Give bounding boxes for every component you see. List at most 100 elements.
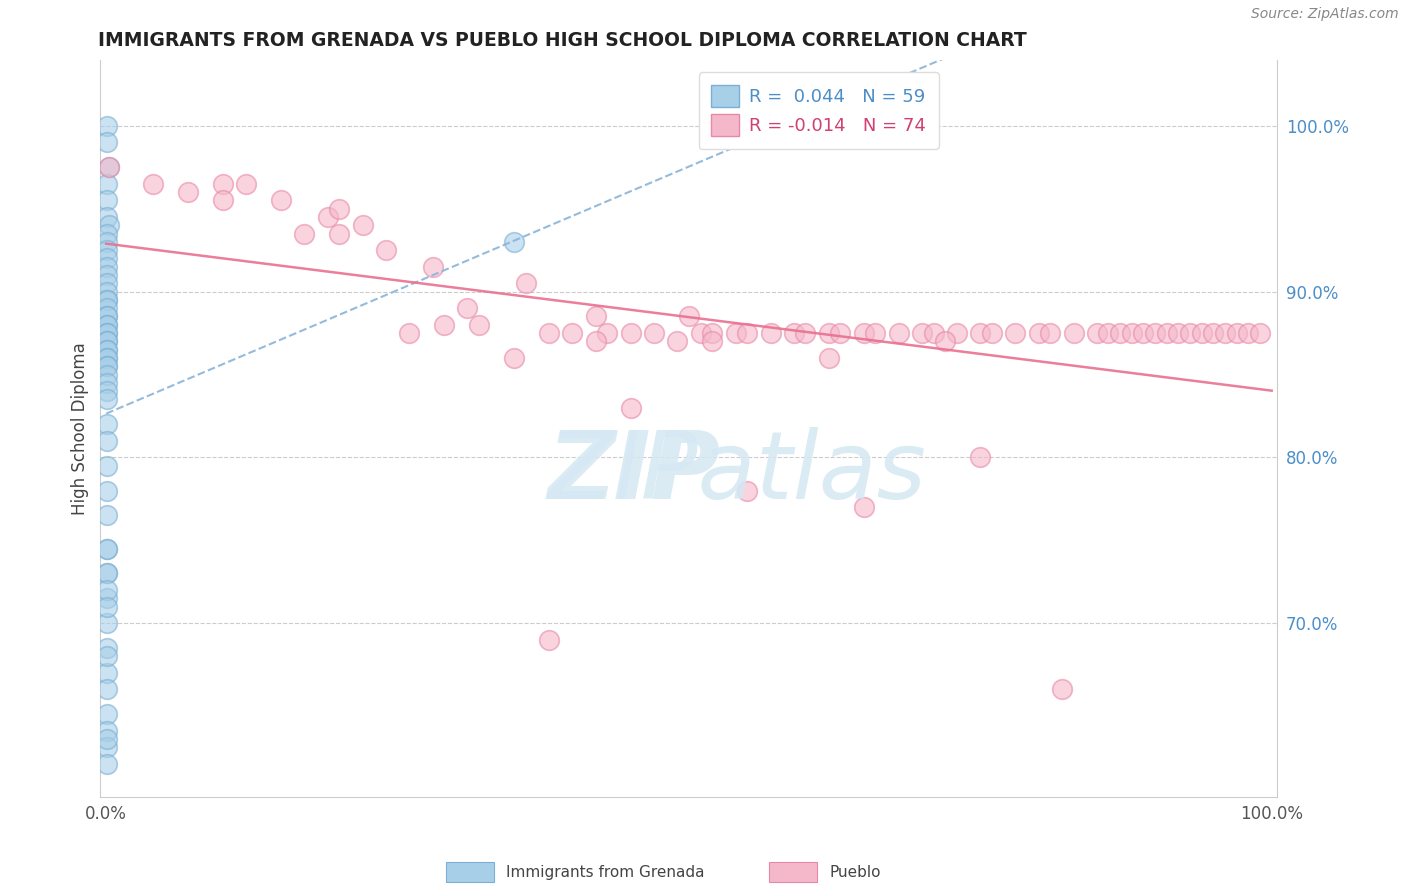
- Point: [96, 368, 118, 382]
- Point: [96, 541, 118, 556]
- Point: [96, 582, 118, 597]
- Point: [96, 566, 118, 581]
- Point: [911, 326, 934, 340]
- Point: [1097, 326, 1119, 340]
- Legend: R =  0.044   N = 59, R = -0.014   N = 74: R = 0.044 N = 59, R = -0.014 N = 74: [699, 72, 939, 149]
- Point: [211, 177, 233, 191]
- Point: [702, 326, 724, 340]
- Point: [503, 351, 526, 365]
- Point: [96, 343, 118, 357]
- Point: [96, 458, 118, 473]
- Point: [96, 384, 118, 398]
- Point: [1167, 326, 1189, 340]
- Point: [1226, 326, 1249, 340]
- Point: [561, 326, 583, 340]
- Point: [1109, 326, 1132, 340]
- Point: [887, 326, 910, 340]
- Point: [328, 227, 350, 241]
- Point: [96, 599, 118, 614]
- Point: [96, 682, 118, 697]
- Text: Immigrants from Grenada: Immigrants from Grenada: [506, 865, 704, 880]
- Point: [1156, 326, 1178, 340]
- Point: [292, 227, 315, 241]
- Text: ZIP: ZIP: [548, 426, 720, 518]
- Point: [96, 326, 118, 340]
- Point: [96, 740, 118, 755]
- Point: [620, 326, 643, 340]
- Point: [96, 351, 118, 365]
- Point: [96, 343, 118, 357]
- Point: [865, 326, 887, 340]
- Point: [97, 161, 120, 175]
- Point: [96, 616, 118, 631]
- Point: [96, 252, 118, 266]
- Point: [96, 732, 118, 747]
- Text: IMMIGRANTS FROM GRENADA VS PUEBLO HIGH SCHOOL DIPLOMA CORRELATION CHART: IMMIGRANTS FROM GRENADA VS PUEBLO HIGH S…: [98, 31, 1028, 50]
- Point: [96, 334, 118, 349]
- Bar: [769, 863, 817, 882]
- Point: [96, 310, 118, 324]
- Point: [96, 359, 118, 374]
- Point: [620, 401, 643, 415]
- Point: [596, 326, 619, 340]
- Point: [96, 541, 118, 556]
- Point: [96, 649, 118, 664]
- Point: [1191, 326, 1213, 340]
- Point: [1144, 326, 1167, 340]
- Point: [794, 326, 817, 340]
- Point: [96, 417, 118, 432]
- Y-axis label: High School Diploma: High School Diploma: [72, 342, 89, 515]
- Point: [96, 757, 118, 772]
- Point: [1085, 326, 1108, 340]
- Point: [96, 392, 118, 407]
- Point: [503, 235, 526, 249]
- Point: [1063, 326, 1085, 340]
- Point: [142, 177, 165, 191]
- Point: [96, 210, 118, 224]
- Point: [96, 434, 118, 448]
- Point: [702, 334, 724, 349]
- Point: [96, 707, 118, 722]
- Point: [456, 301, 478, 316]
- Point: [96, 119, 118, 133]
- Point: [96, 277, 118, 291]
- Point: [97, 161, 120, 175]
- Point: [585, 334, 607, 349]
- Point: [96, 351, 118, 365]
- Point: [96, 326, 118, 340]
- Point: [585, 310, 607, 324]
- Point: [96, 318, 118, 332]
- Point: [235, 177, 257, 191]
- Point: [96, 591, 118, 606]
- Text: ZIPatlas: ZIPatlas: [548, 427, 925, 518]
- Point: [830, 326, 852, 340]
- Point: [96, 310, 118, 324]
- Point: [1213, 326, 1236, 340]
- Point: [270, 194, 292, 208]
- Point: [969, 326, 991, 340]
- Bar: [446, 863, 494, 882]
- Point: [1132, 326, 1154, 340]
- Point: [817, 326, 839, 340]
- Point: [981, 326, 1004, 340]
- Point: [316, 210, 339, 224]
- Point: [735, 483, 758, 498]
- Point: [1004, 326, 1026, 340]
- Point: [946, 326, 969, 340]
- Point: [96, 318, 118, 332]
- Text: Source: ZipAtlas.com: Source: ZipAtlas.com: [1251, 7, 1399, 21]
- Point: [96, 194, 118, 208]
- Point: [922, 326, 945, 340]
- Point: [328, 202, 350, 216]
- Point: [398, 326, 420, 340]
- Point: [96, 723, 118, 738]
- Point: [1039, 326, 1062, 340]
- Point: [96, 640, 118, 655]
- Point: [468, 318, 491, 332]
- Point: [666, 334, 689, 349]
- Point: [1237, 326, 1260, 340]
- Point: [969, 450, 991, 465]
- Point: [96, 227, 118, 241]
- Point: [1178, 326, 1201, 340]
- Point: [96, 293, 118, 307]
